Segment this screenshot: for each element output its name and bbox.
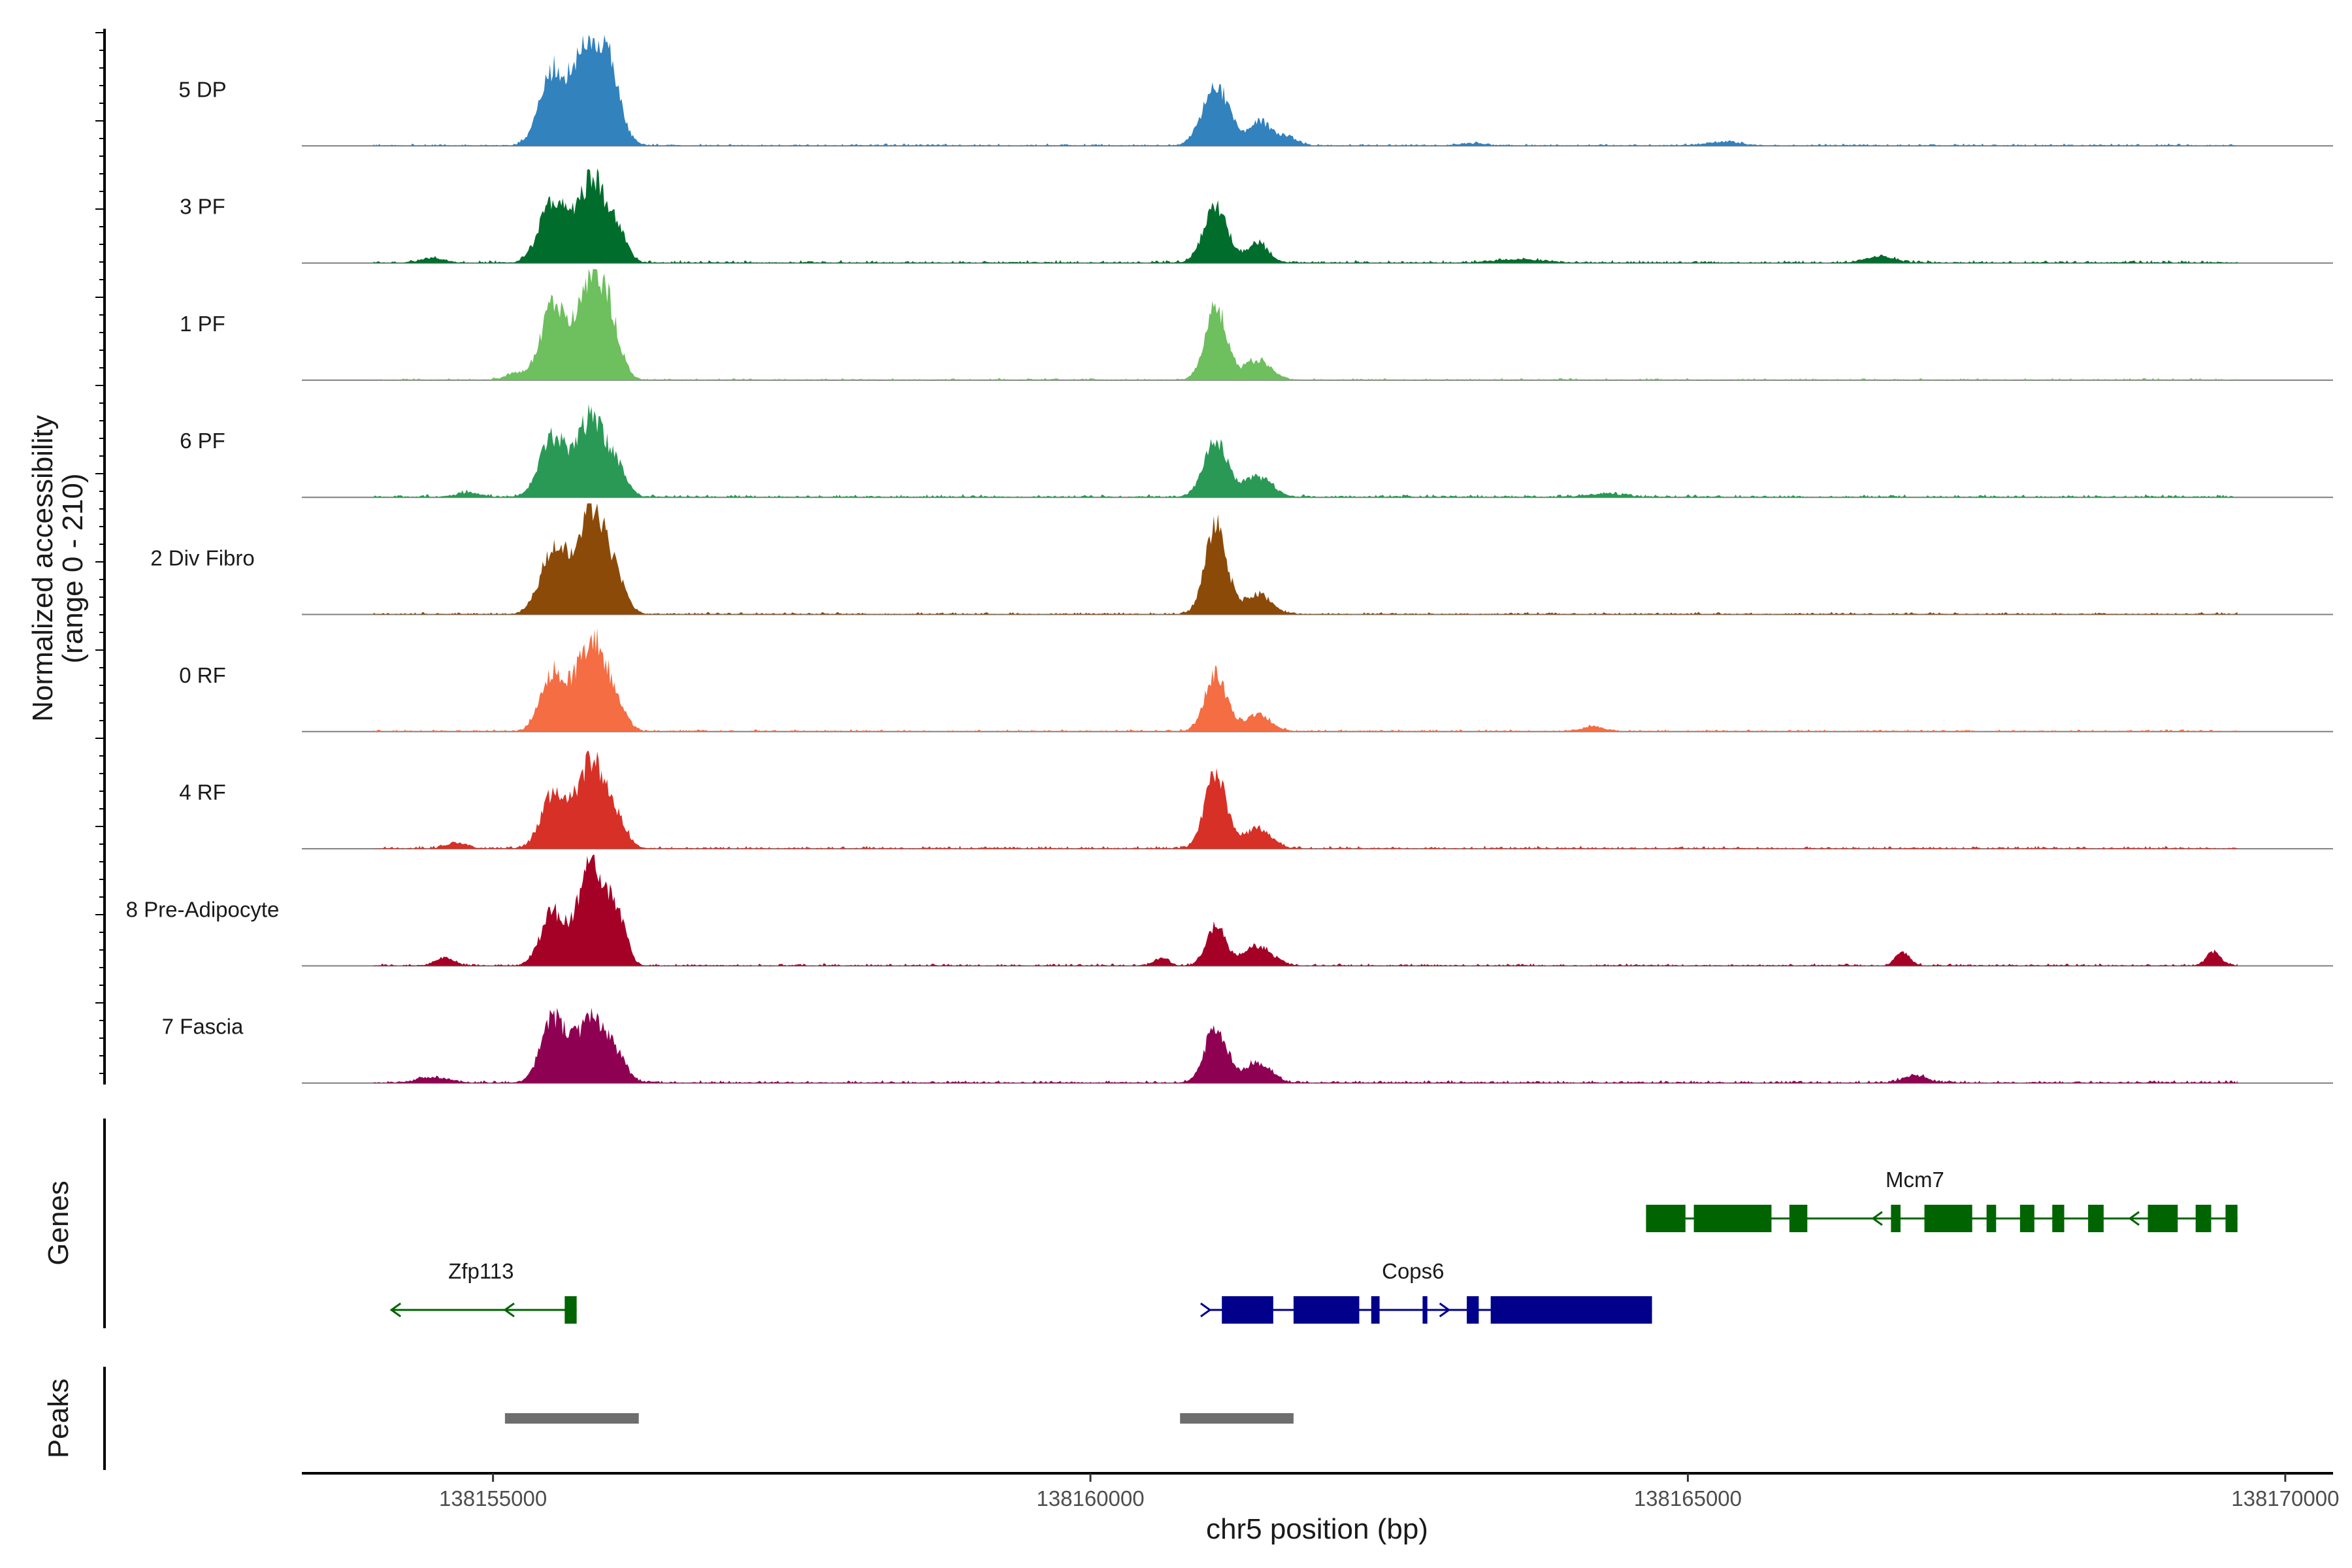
- gene-exon: [2052, 1205, 2065, 1232]
- gene-exon: [1986, 1205, 1997, 1232]
- gene-exon: [2225, 1205, 2238, 1232]
- gene-exon: [1422, 1296, 1428, 1324]
- track-label: 7 Fascia: [162, 1015, 244, 1039]
- y-axis-title: Normalized accessibility (range 0 - 210): [27, 415, 89, 721]
- track-label: 2 Div Fibro: [150, 546, 255, 570]
- x-tick-label: 138160000: [1036, 1486, 1144, 1511]
- coverage-track: 4 RF: [179, 751, 2333, 850]
- coverage-area: [373, 751, 2238, 849]
- gene-label: Mcm7: [1886, 1168, 1944, 1192]
- gene-exon: [2148, 1205, 2178, 1232]
- coverage-track: 8 Pre-Adipocyte: [126, 855, 2333, 967]
- peaks-track: [504, 1413, 1294, 1424]
- peak-region: [504, 1413, 639, 1424]
- gene-exon: [564, 1296, 577, 1324]
- track-label: 6 PF: [180, 429, 225, 453]
- gene-exon: [1467, 1296, 1479, 1324]
- strand-arrow-icon: [1871, 1211, 1883, 1226]
- track-label: 1 PF: [180, 312, 225, 336]
- coverage-area: [373, 1007, 2238, 1083]
- genes-track: Mcm7 Zfp113 Cops6: [389, 1168, 2238, 1324]
- coverage-tracks: 5 DP 3 PF 1 PF 6 PF 2 Div Fibro 0 RF 4 RF 8 Pre…: [126, 35, 2333, 1084]
- strand-arrow-icon: [389, 1302, 402, 1318]
- gene-model: Cops6: [1200, 1259, 1652, 1324]
- gene-model: Zfp113: [389, 1259, 577, 1324]
- track-label: 3 PF: [180, 195, 225, 219]
- gene-exon: [1891, 1205, 1901, 1232]
- track-label: 8 Pre-Adipocyte: [126, 897, 280, 921]
- gene-exon: [1222, 1296, 1273, 1324]
- strand-arrow-icon: [1439, 1302, 1451, 1318]
- track-label: 4 RF: [179, 780, 226, 804]
- peak-region: [1180, 1413, 1294, 1424]
- coverage-track: 0 RF: [179, 627, 2333, 732]
- x-axis-title: chr5 position (bp): [1206, 1513, 1428, 1545]
- x-tick-label: 138165000: [1634, 1486, 1742, 1511]
- gene-model: Mcm7: [1646, 1168, 2238, 1232]
- coverage-track: 3 PF: [180, 168, 2333, 264]
- coverage-area: [373, 627, 2238, 732]
- coverage-track: 7 Fascia: [162, 1007, 2333, 1084]
- strand-arrow-icon: [2128, 1211, 2140, 1226]
- coverage-track: 2 Div Fibro: [150, 503, 2333, 615]
- coverage-area: [373, 168, 2238, 263]
- peaks-panel-title: Peaks: [42, 1379, 74, 1458]
- y-axis-title-line2: (range 0 - 210): [57, 473, 89, 663]
- coverage-area: [373, 855, 2238, 966]
- gene-exon: [1646, 1205, 1686, 1232]
- strand-arrow-icon: [503, 1302, 515, 1318]
- x-tick-label: 138155000: [439, 1486, 547, 1511]
- coverage-track: 6 PF: [180, 404, 2333, 498]
- y-axis-title-line1: Normalized accessibility: [27, 415, 59, 721]
- gene-exon: [1693, 1205, 1772, 1232]
- strand-arrow-icon: [1200, 1302, 1212, 1318]
- coverage-area: [373, 404, 2238, 498]
- track-label: 0 RF: [179, 663, 226, 687]
- genes-panel-title: Genes: [42, 1181, 74, 1266]
- gene-label: Zfp113: [448, 1259, 514, 1283]
- gene-label: Cops6: [1382, 1259, 1444, 1283]
- gene-exon: [2195, 1205, 2212, 1232]
- gene-exon: [2088, 1205, 2104, 1232]
- coverage-y-ticks: [95, 32, 105, 1074]
- x-axis-ticks: 138155000 138160000 138165000 138170000: [439, 1473, 2339, 1511]
- gene-exon: [1924, 1205, 1972, 1232]
- gene-exon: [1490, 1296, 1652, 1324]
- gene-exon: [1293, 1296, 1360, 1324]
- track-label: 5 DP: [178, 77, 226, 101]
- coverage-area: [373, 35, 2238, 146]
- coverage-track: 5 DP: [178, 35, 2333, 147]
- coverage-track: 1 PF: [180, 269, 2333, 381]
- gene-exon: [2019, 1205, 2034, 1232]
- coverage-area: [373, 269, 2238, 380]
- gene-exon: [1371, 1296, 1380, 1324]
- gene-exon: [1789, 1205, 1808, 1232]
- x-tick-label: 138170000: [2231, 1486, 2339, 1511]
- coverage-area: [373, 503, 2238, 615]
